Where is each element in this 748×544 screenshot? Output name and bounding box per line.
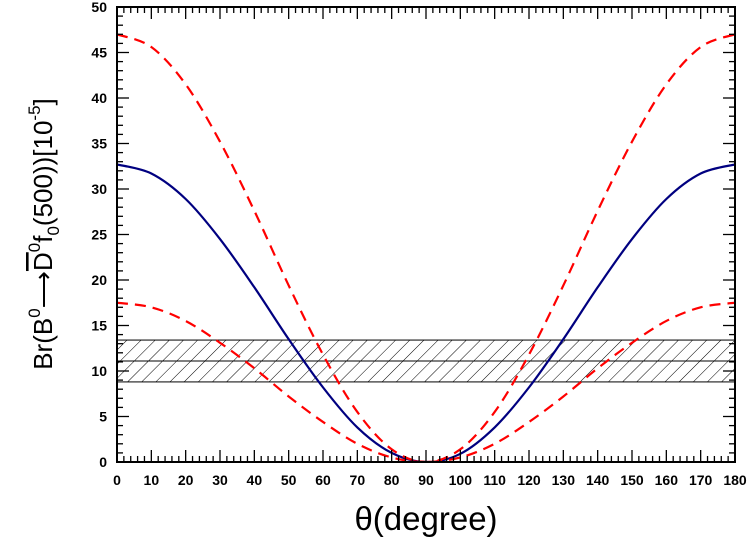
x-tick-label: 60: [315, 472, 331, 488]
y-tick-label: 10: [91, 363, 107, 379]
x-tick-label: 90: [418, 472, 434, 488]
x-tick-label: 70: [350, 472, 366, 488]
x-tick-label: 80: [384, 472, 400, 488]
y-label-f: f: [28, 235, 58, 243]
y-label-dbar: D: [28, 252, 58, 271]
x-tick-label: 40: [247, 472, 263, 488]
y-label-sub: 0: [44, 226, 63, 235]
y-tick-label: 40: [91, 90, 107, 106]
series-line-0: [117, 163, 735, 462]
y-tick-label: 50: [91, 0, 107, 15]
series-line-2: [117, 301, 735, 462]
y-label-mass: (500))[10: [28, 121, 58, 227]
y-axis-label: Br(B0⟶D0f0(500))[10-5]: [25, 98, 63, 370]
x-tick-label: 180: [723, 472, 747, 488]
svg-text:Br(B0⟶D0f0(500))[10-5]: Br(B0⟶D0f0(500))[10-5]: [25, 98, 63, 370]
x-tick-label: 140: [586, 472, 610, 488]
x-tick-label: 130: [552, 472, 576, 488]
series-layer: [117, 33, 735, 462]
x-tick-label: 10: [144, 472, 160, 488]
x-tick-label: 160: [655, 472, 679, 488]
series-line-1: [117, 33, 735, 462]
ticks-layer: [116, 6, 736, 463]
y-tick-label: 15: [91, 318, 107, 334]
y-tick-label: 25: [91, 227, 107, 243]
y-label-sup1: 0: [25, 308, 44, 317]
tick-labels: 0 10 20 30 40 50 60 70 80 90 100 110 120 130 140 150 160…: [91, 0, 746, 488]
x-tick-label: 170: [689, 472, 713, 488]
plot-frame: [116, 6, 736, 463]
y-tick-label: 35: [91, 136, 107, 152]
x-tick-label: 110: [483, 472, 506, 488]
x-tick-label: 120: [517, 472, 541, 488]
y-tick-label: 20: [91, 272, 107, 288]
x-tick-label: 30: [212, 472, 228, 488]
experimental-band: [117, 339, 735, 383]
y-label-sup2: 0: [25, 243, 44, 252]
y-tick-label: 45: [91, 45, 107, 61]
x-tick-label: 20: [178, 472, 194, 488]
y-label-prefix: Br(B: [28, 318, 58, 370]
x-tick-label: 50: [281, 472, 297, 488]
x-tick-label: 150: [620, 472, 644, 488]
x-axis-label: θ(degree): [354, 500, 497, 537]
y-tick-label: 0: [99, 454, 107, 470]
y-label-arrow: ⟶: [28, 271, 58, 308]
x-tick-label: 0: [113, 472, 121, 488]
y-label-close: ]: [28, 98, 58, 105]
x-tick-label: 100: [449, 472, 473, 488]
y-tick-label: 30: [91, 181, 107, 197]
y-label-exp: -5: [25, 105, 44, 120]
y-tick-label: 5: [99, 409, 107, 425]
